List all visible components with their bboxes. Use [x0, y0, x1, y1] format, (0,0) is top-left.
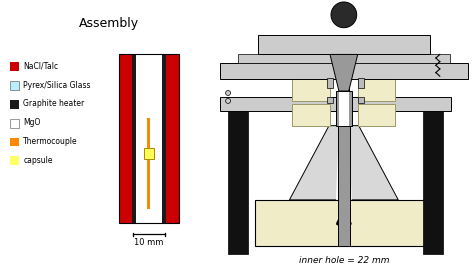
- Bar: [358, 78, 364, 88]
- Bar: [162, 54, 166, 223]
- Text: Thermocouple: Thermocouple: [23, 137, 78, 146]
- Bar: [140, 54, 158, 223]
- Text: Assembly: Assembly: [79, 17, 139, 30]
- Text: NaCl/Talc: NaCl/Talc: [23, 62, 58, 71]
- Circle shape: [226, 99, 230, 103]
- Text: Graphite heater: Graphite heater: [23, 99, 84, 108]
- Circle shape: [331, 2, 357, 28]
- Bar: [162, 54, 165, 223]
- Text: 10 mm: 10 mm: [134, 238, 164, 248]
- Bar: [119, 54, 133, 223]
- Bar: [132, 54, 136, 223]
- Bar: [258, 35, 430, 54]
- Bar: [147, 118, 150, 209]
- Polygon shape: [330, 54, 358, 91]
- Polygon shape: [336, 126, 352, 200]
- Bar: [339, 91, 349, 126]
- Bar: [358, 79, 395, 101]
- Bar: [165, 54, 179, 223]
- Bar: [10, 62, 19, 71]
- Circle shape: [226, 91, 230, 96]
- Text: Pyrex/Silica Glass: Pyrex/Silica Glass: [23, 81, 91, 90]
- Bar: [255, 200, 433, 246]
- Bar: [358, 97, 364, 103]
- Bar: [10, 81, 19, 90]
- Text: MgO: MgO: [23, 118, 41, 127]
- Bar: [327, 97, 333, 103]
- Bar: [144, 148, 154, 159]
- Text: inner hole = 22 mm: inner hole = 22 mm: [299, 256, 389, 265]
- Bar: [358, 104, 395, 126]
- Bar: [10, 156, 19, 165]
- Bar: [10, 119, 19, 128]
- Polygon shape: [290, 126, 398, 200]
- Bar: [238, 54, 450, 63]
- Bar: [133, 54, 136, 223]
- Bar: [10, 138, 19, 146]
- Bar: [339, 54, 349, 91]
- Bar: [220, 63, 467, 79]
- Bar: [119, 54, 179, 223]
- Bar: [220, 97, 451, 111]
- Bar: [292, 104, 330, 126]
- Text: capsule: capsule: [23, 156, 53, 165]
- Bar: [423, 101, 443, 254]
- Bar: [228, 101, 248, 254]
- Bar: [336, 91, 352, 126]
- Bar: [10, 100, 19, 109]
- Bar: [327, 78, 333, 88]
- Bar: [338, 126, 350, 246]
- Bar: [292, 79, 330, 101]
